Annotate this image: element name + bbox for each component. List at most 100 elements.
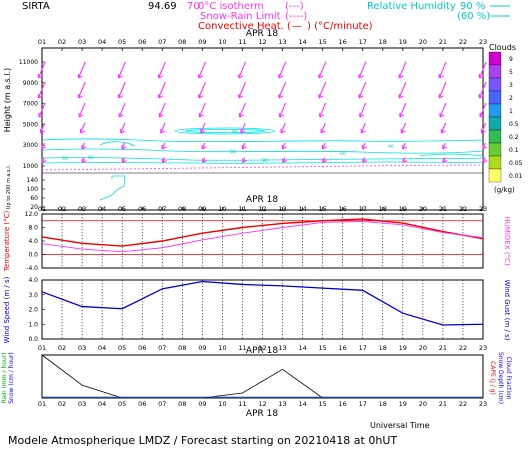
wind-arrow-shaft bbox=[198, 61, 206, 79]
wind-arrow bbox=[318, 81, 327, 99]
wind-profile-ylabel: Height (m a.s.l.) bbox=[3, 68, 12, 133]
wind-arrow bbox=[278, 81, 287, 99]
wind-arrow-shaft bbox=[198, 102, 206, 118]
wind-arrow-head bbox=[121, 158, 127, 163]
legend-isotherm-sample: (---) bbox=[285, 1, 304, 12]
legend-rh-60: (60 %) bbox=[457, 11, 490, 22]
wind-arrow-head bbox=[279, 113, 284, 118]
wind-arrow-shaft bbox=[39, 122, 46, 134]
wind-arrow bbox=[439, 102, 447, 118]
wind-arrow-head bbox=[41, 158, 47, 163]
wind-arrow bbox=[158, 81, 166, 99]
hour-tick-bottom: 23 bbox=[479, 400, 487, 408]
wind-arrow-shaft bbox=[358, 61, 367, 79]
cloud-level-label: 5 bbox=[509, 69, 513, 76]
wind-arrow-head bbox=[238, 94, 244, 99]
hour-tick-bottom: 13 bbox=[278, 400, 286, 408]
rh-label-3: 90 bbox=[232, 129, 238, 135]
hour-tick-top: 05 bbox=[118, 38, 126, 46]
wind-arrow-head bbox=[402, 145, 407, 150]
wind-arrow bbox=[399, 102, 407, 118]
rh-label-4: 60 bbox=[230, 149, 236, 155]
rh-contour-2 bbox=[41, 148, 484, 154]
cloud-swatch bbox=[488, 116, 502, 131]
wind-arrow bbox=[320, 122, 326, 134]
wind-arrow-head bbox=[281, 145, 287, 150]
wind-arrow bbox=[80, 122, 86, 134]
cloud-level-label: 2 bbox=[509, 95, 513, 102]
hour-tick-bottom: 21 bbox=[439, 400, 447, 408]
hour-tick-top: 23 bbox=[479, 38, 487, 46]
wind-arrow-shaft bbox=[359, 102, 367, 118]
wind-arrow bbox=[280, 122, 286, 134]
wind-arrow bbox=[81, 157, 87, 163]
wind-arrow bbox=[479, 102, 487, 118]
wind-arrow-head bbox=[318, 74, 324, 79]
wind-arrow-shaft bbox=[480, 122, 487, 134]
wind-arrow bbox=[121, 157, 127, 163]
wind-arrow bbox=[238, 81, 247, 99]
wind-arrow bbox=[198, 61, 206, 79]
wind-arrow-head bbox=[242, 158, 247, 163]
wind-arrow-shaft bbox=[158, 102, 166, 118]
wind-arrow bbox=[81, 142, 87, 150]
hour-tick-top: 08 bbox=[178, 38, 186, 46]
wind-arrow bbox=[478, 81, 487, 99]
cloud-swatch bbox=[488, 142, 502, 157]
wind-arrow bbox=[158, 61, 166, 79]
wind-arrow-shaft bbox=[320, 122, 326, 134]
wind-arrow-head bbox=[358, 74, 364, 79]
wind-arrow-head bbox=[482, 145, 488, 150]
wind-arrow bbox=[242, 157, 247, 163]
hour-tick-bottom: 15 bbox=[318, 400, 326, 408]
wind-gust-ylabel: Wind Gust (m / s) bbox=[503, 279, 511, 340]
wind-arrow bbox=[118, 61, 126, 79]
wind-arrow bbox=[118, 81, 126, 99]
temperature-tick-label: 12.0 bbox=[25, 211, 39, 218]
wind-arrow-shaft bbox=[238, 61, 247, 79]
cloud-swatch bbox=[488, 51, 502, 66]
precip-frame bbox=[41, 354, 484, 399]
hour-tick-top: 22 bbox=[459, 38, 467, 46]
legend-isotherm-label: 0°C isotherm bbox=[198, 1, 264, 12]
rh-contours bbox=[41, 127, 484, 201]
hour-tick-lower: 12 bbox=[258, 344, 266, 352]
wind-arrow-head bbox=[482, 158, 488, 163]
cloud-level-label: 0.2 bbox=[509, 134, 519, 141]
height-tick-label: 20 bbox=[30, 204, 38, 211]
hour-tick-lower: 15 bbox=[318, 344, 326, 352]
wind-arrow-shaft bbox=[239, 102, 246, 118]
cloud-level-label: 9 bbox=[509, 56, 513, 63]
hour-tick-lower: 19 bbox=[399, 344, 407, 352]
hour-tick-bottom: 20 bbox=[419, 400, 427, 408]
temperature-ylabel: Temperature (°C) bbox=[3, 211, 11, 273]
wind-arrow-head bbox=[440, 129, 446, 134]
cloud-swatch bbox=[488, 64, 502, 79]
wind-arrow bbox=[202, 157, 207, 163]
temperature-tick-label: 8.0 bbox=[28, 225, 38, 232]
wind-arrow bbox=[442, 142, 448, 150]
hour-tick-bottom: 09 bbox=[198, 400, 206, 408]
wind-arrow bbox=[77, 81, 86, 99]
model-caption: Modele Atmospherique LMDZ / Forecast sta… bbox=[8, 434, 397, 447]
wind-arrow bbox=[322, 157, 328, 163]
wind-arrow bbox=[120, 122, 126, 134]
height-tick-label: 100 bbox=[27, 186, 39, 193]
cloud-level-label: 0.05 bbox=[509, 160, 523, 167]
wind-arrow-head bbox=[160, 129, 166, 134]
height-tick-label: 1000 bbox=[23, 163, 38, 170]
wind-arrow-shaft bbox=[78, 102, 86, 118]
hour-tick-bottom: 11 bbox=[238, 400, 246, 408]
height-tick-label: 140 bbox=[27, 177, 39, 184]
wind-arrow-head bbox=[478, 74, 484, 79]
wind-arrow bbox=[239, 102, 246, 118]
wind-arrow-head bbox=[77, 94, 83, 99]
cloud-scale: Clouds 9 5 3 2 1 0.5 0.2 0.1 0.05 0.01 (g/kg) bbox=[488, 43, 523, 194]
wind-arrow bbox=[160, 122, 166, 134]
wind-arrow-shaft bbox=[400, 122, 407, 134]
wind-arrow-shaft bbox=[478, 61, 487, 79]
hour-tick-top: 11 bbox=[238, 38, 246, 46]
wind-arrow bbox=[438, 61, 447, 79]
wind-arrow-head bbox=[442, 145, 448, 150]
wind-arrow-head bbox=[439, 113, 445, 118]
